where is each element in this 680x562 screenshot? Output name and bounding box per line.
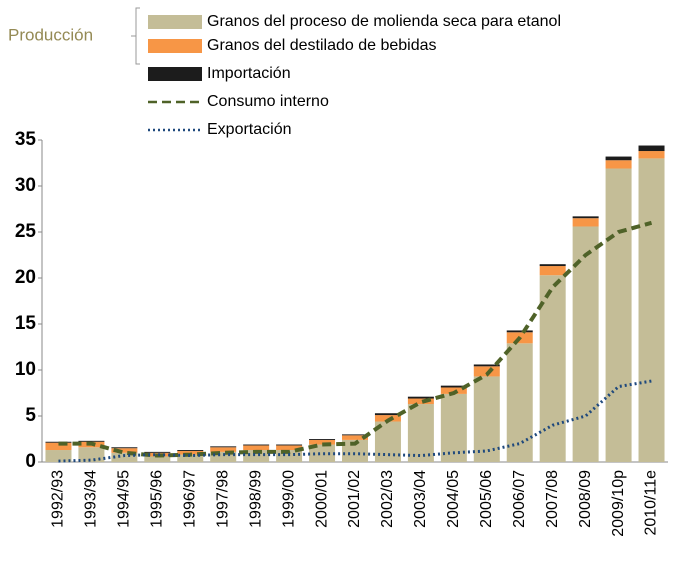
legend-label: Exportación xyxy=(207,121,292,138)
bar-segment xyxy=(210,446,237,448)
bar-segment xyxy=(177,450,204,451)
x-tick-label: 2001/02 xyxy=(346,470,363,528)
x-tick-label: 2008/09 xyxy=(577,470,594,528)
x-tick-label: 1993/94 xyxy=(83,470,100,528)
bar-segment xyxy=(605,160,632,169)
x-tick-label: 2000/01 xyxy=(313,470,330,528)
bar-segment xyxy=(177,454,204,462)
bar-segment xyxy=(539,266,566,276)
x-tick-label: 2009/10p xyxy=(610,470,627,537)
x-tick-label: 2002/03 xyxy=(379,470,396,528)
bar-segment xyxy=(473,364,500,367)
x-tick-label: 2004/05 xyxy=(445,470,462,528)
bar-segment xyxy=(407,396,434,399)
y-tick-label: 20 xyxy=(15,267,36,288)
bar-segment xyxy=(473,366,500,377)
bar-segment xyxy=(144,456,171,462)
bar-segment xyxy=(605,168,632,462)
bar-segment xyxy=(210,447,237,452)
bar-segment xyxy=(506,343,533,462)
x-tick-label: 1994/95 xyxy=(116,470,133,528)
bar-segment xyxy=(144,451,171,453)
bar-segment xyxy=(309,439,336,440)
y-tick-label: 0 xyxy=(25,451,36,472)
bar-segment xyxy=(407,404,434,462)
bar-segment xyxy=(309,444,336,462)
legend-label: Consumo interno xyxy=(207,93,329,110)
bar-segment xyxy=(342,435,368,440)
bar-segment xyxy=(407,398,434,405)
bar-segment xyxy=(45,442,72,451)
bar-segment xyxy=(243,450,270,462)
bar-segment xyxy=(473,376,500,462)
y-tick-label: 15 xyxy=(15,313,37,334)
x-tick-label: 1997/98 xyxy=(214,470,231,528)
x-tick-label: 1992/93 xyxy=(50,470,67,528)
y-tick-label: 30 xyxy=(15,175,36,196)
legend-label: Importación xyxy=(207,65,291,82)
x-tick-label: 2007/08 xyxy=(544,470,561,528)
bar-segment xyxy=(638,158,665,462)
y-tick-label: 35 xyxy=(15,129,37,150)
bar-segment xyxy=(78,440,105,442)
bar-segment xyxy=(45,450,72,462)
bar-segment xyxy=(605,156,632,161)
bar-segment xyxy=(243,444,270,446)
bracket xyxy=(131,7,140,65)
legend-swatch xyxy=(148,39,202,53)
bar-segment xyxy=(572,218,599,227)
legend-label: Granos del destilado de bebidas xyxy=(207,37,437,54)
y-tick-label: 25 xyxy=(15,221,37,242)
bar-segment xyxy=(111,452,138,462)
bar-segment xyxy=(342,439,368,462)
legend-swatch xyxy=(148,15,202,29)
legend-swatch xyxy=(148,67,202,81)
bar-segment xyxy=(539,264,566,267)
bar-segment xyxy=(243,445,270,451)
bar-segment xyxy=(572,216,599,219)
x-tick-label: 1996/97 xyxy=(181,470,198,528)
bar-segment xyxy=(440,387,467,394)
bar-segment xyxy=(342,434,368,436)
bar-segment xyxy=(638,145,665,152)
x-tick-label: 1998/99 xyxy=(247,470,264,528)
line xyxy=(58,379,652,463)
line xyxy=(58,220,653,458)
bar-segment xyxy=(374,413,401,416)
bar-segment xyxy=(440,393,467,462)
bar-segment xyxy=(111,447,138,449)
bar-segment xyxy=(276,445,303,451)
bar-segment xyxy=(506,330,533,333)
bar-segment xyxy=(210,451,237,462)
bar-segment xyxy=(78,447,105,462)
bar-segment xyxy=(638,151,665,159)
legend-label: Granos del proceso de molienda seca para… xyxy=(207,13,561,30)
bar-segment xyxy=(309,439,336,445)
annotation: Producción xyxy=(8,25,93,44)
x-tick-label: 2010/11e xyxy=(643,470,660,536)
bar-segment xyxy=(111,448,138,453)
x-tick-label: 2003/04 xyxy=(412,470,429,528)
x-tick-label: 1999/00 xyxy=(280,470,297,528)
bar-segment xyxy=(45,441,72,443)
x-tick-label: 2006/07 xyxy=(511,470,528,528)
bar-segment xyxy=(374,415,401,422)
x-tick-label: 2005/06 xyxy=(478,470,495,528)
bar-segment xyxy=(440,385,467,388)
x-tick-label: 1995/96 xyxy=(149,470,166,528)
y-tick-label: 5 xyxy=(25,405,36,426)
bar-segment xyxy=(276,444,303,446)
y-tick-label: 10 xyxy=(15,359,36,380)
